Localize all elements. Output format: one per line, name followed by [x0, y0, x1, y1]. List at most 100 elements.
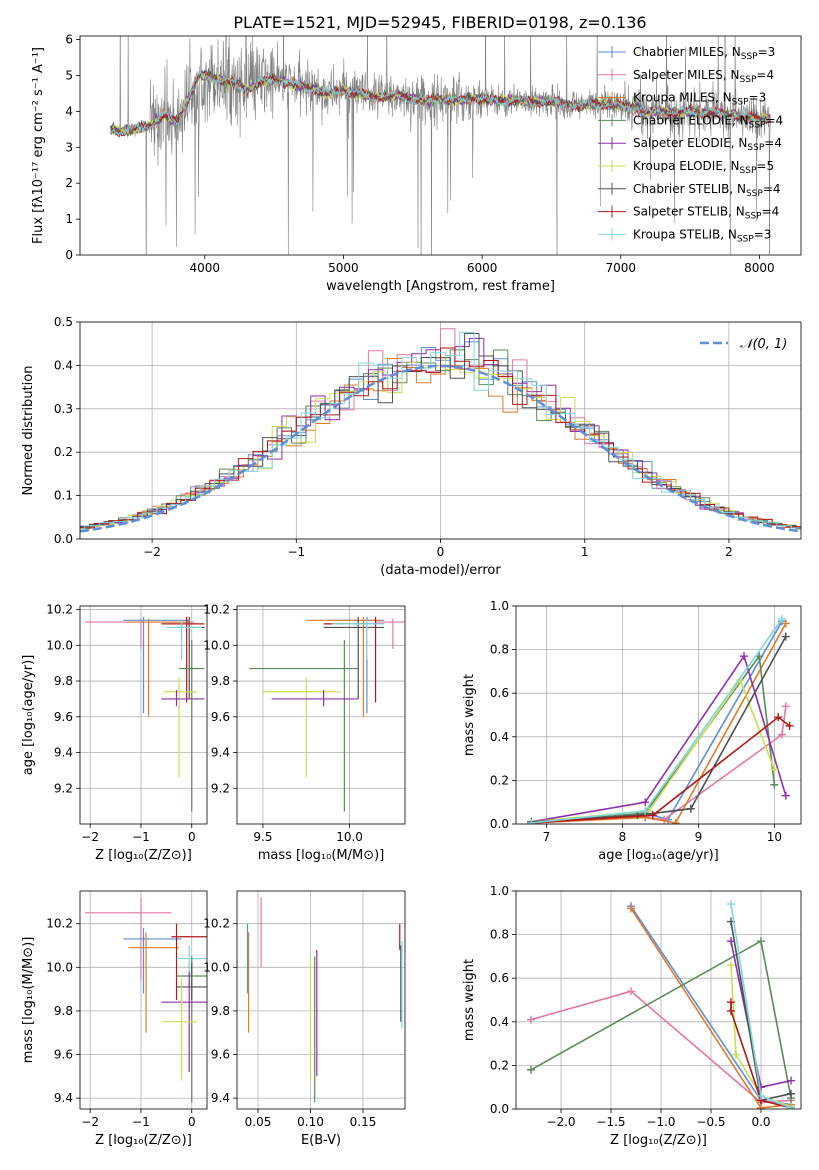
y-axis-label: mass weight [462, 959, 477, 1041]
x-axis-label: age [log₁₀(age/yr)] [598, 848, 719, 863]
axes-frame: −2.0 −1.5 −1.0 −0.5 0.0 0.0 0.2 0.4 0.6 0.8 1.0 Z [… [462, 884, 802, 1148]
series-marker [732, 1050, 740, 1059]
axes-border [515, 890, 802, 1110]
series-marker [527, 1015, 535, 1024]
y-tick-label: 1 [65, 212, 73, 226]
axes-spectrum: 4000 5000 6000 7000 8000 0 1 2 3 4 5 6 wavelength [A… [31, 33, 802, 294]
errorbar-point [163, 677, 197, 778]
y-tick-label: 9.8 [211, 1004, 230, 1018]
series-line [531, 623, 787, 824]
axes-frame: 4000 5000 6000 7000 8000 0 1 2 3 4 5 6 wavelength [A… [31, 33, 802, 294]
series-marker [787, 1103, 795, 1109]
legend-entry: Chabrier MILES, NSSP=3 [633, 45, 775, 62]
y-tick-label: 0.5 [54, 315, 73, 329]
errorbar-point [128, 932, 180, 1033]
series-marker [785, 721, 794, 730]
plot-area [527, 615, 794, 824]
y-tick-label: 0.4 [490, 1015, 509, 1029]
series-marker [627, 987, 635, 996]
y-tick-label: 9.6 [54, 1048, 73, 1062]
series-salpeter-miles [527, 702, 790, 824]
x-tick-label: 8000 [744, 261, 775, 275]
series-marker [740, 652, 748, 661]
legend-entry: Kroupa ELODIE, NSSP=5 [633, 159, 774, 176]
y-tick-label: 0.4 [490, 730, 509, 744]
axes-mass_weight_vs_Z: −2.0 −1.5 −1.0 −0.5 0.0 0.0 0.2 0.4 0.6 0.8 1.0 Z [… [462, 884, 802, 1148]
y-tick-label: 9.8 [54, 674, 73, 688]
errorbar-point [125, 618, 190, 717]
y-tick-label: 0 [65, 248, 73, 262]
y-axis-label: Normed distribution [21, 366, 36, 496]
y-tick-label: 0.4 [54, 358, 73, 372]
series-line [531, 636, 787, 823]
y-axis-label: mass [log₁₀(M/M⊙)] [21, 937, 36, 1064]
series-marker [527, 818, 536, 824]
series-line [730, 1002, 792, 1109]
series-marker [648, 811, 657, 820]
series-salpeter-stelib [527, 713, 794, 824]
x-tick-label: 7000 [605, 261, 636, 275]
errorbar-point [123, 616, 190, 714]
histogram-kroupa-stelib [80, 331, 801, 530]
series-marker [633, 811, 642, 820]
axes-border [79, 890, 208, 1110]
axes-mass_vs_EBV: 0.05 0.10 0.15 9.4 9.6 9.8 10.0 10.2 E(B-V) [203, 890, 406, 1148]
y-tick-label: 0.8 [490, 643, 509, 657]
series-kroupa-stelib [527, 615, 786, 824]
x-tick-label: −2 [81, 830, 99, 844]
series-marker [778, 730, 786, 739]
y-tick-label: 0.3 [54, 402, 73, 416]
y-axis-label: age [log₁₀(age/yr)] [21, 655, 36, 776]
x-tick-label: 7 [543, 830, 551, 844]
series-marker [671, 818, 680, 824]
legend-entry: 𝒩(0, 1) [740, 337, 787, 352]
axes-frame: 0.05 0.10 0.15 9.4 9.6 9.8 10.0 10.2 E(B-V) [203, 890, 406, 1148]
y-tick-label: 9.2 [211, 781, 230, 795]
y-tick-label: 1.0 [490, 599, 509, 613]
errorbar-point [375, 618, 405, 649]
histogram-chabrier-stelib [80, 333, 801, 530]
errorbar-point [323, 616, 385, 703]
series-marker [627, 904, 635, 913]
errorbar-point [306, 616, 381, 717]
plot-area [110, 36, 771, 255]
axes-border [236, 605, 406, 825]
axes-frame: −2 −1 0 9.2 9.4 9.6 9.8 10.0 10.2 Z [log₁₀(Z/Z⊙)]… [21, 603, 208, 863]
series-marker [787, 1076, 795, 1085]
x-tick-label: 0.05 [245, 1115, 272, 1129]
errorbar-point [166, 620, 202, 660]
grid-lines [237, 891, 405, 1109]
series-marker [757, 1103, 765, 1109]
series-marker [727, 998, 735, 1007]
x-tick-label: 0 [437, 545, 445, 559]
series-line [531, 716, 791, 824]
x-tick-label: −0.5 [696, 1115, 725, 1129]
errorbar-point [123, 928, 182, 994]
axes-age_vs_mass: 9.5 10.0 9.2 9.4 9.6 9.8 10.0 10.2 mass [log₁₀(M… [203, 603, 406, 863]
x-tick-label: 1 [581, 545, 589, 559]
x-tick-label: 9.5 [253, 830, 272, 844]
legend-entry: Chabrier STELIB, NSSP=4 [633, 182, 781, 199]
plot-area [80, 328, 801, 533]
series-marker [787, 1089, 795, 1098]
axes-frame: 9.5 10.0 9.2 9.4 9.6 9.8 10.0 10.2 mass [log₁₀(M… [203, 603, 406, 863]
x-tick-label: 2 [725, 545, 733, 559]
y-tick-label: 0.1 [54, 489, 73, 503]
y-tick-label: 0.0 [54, 532, 73, 546]
x-tick-label: 4000 [190, 261, 221, 275]
y-tick-label: 9.4 [54, 1091, 73, 1105]
x-axis-label: Z [log₁₀(Z/Z⊙)] [610, 1133, 707, 1148]
y-tick-label: 10.0 [46, 960, 73, 974]
series-line [531, 654, 787, 823]
series-marker [527, 1065, 535, 1074]
y-axis-label: Flux [fλ10⁻¹⁷ erg cm⁻² s⁻¹ A⁻¹] [31, 47, 46, 244]
y-tick-label: 0.2 [54, 445, 73, 459]
plot-area [527, 900, 795, 1109]
y-tick-label: 10.0 [203, 960, 230, 974]
x-tick-label: −1 [132, 1115, 150, 1129]
y-tick-label: 5 [65, 68, 73, 82]
errorbar-point [179, 639, 205, 812]
series-marker [774, 713, 783, 722]
y-tick-label: 9.6 [211, 710, 230, 724]
axes-border [515, 605, 802, 825]
